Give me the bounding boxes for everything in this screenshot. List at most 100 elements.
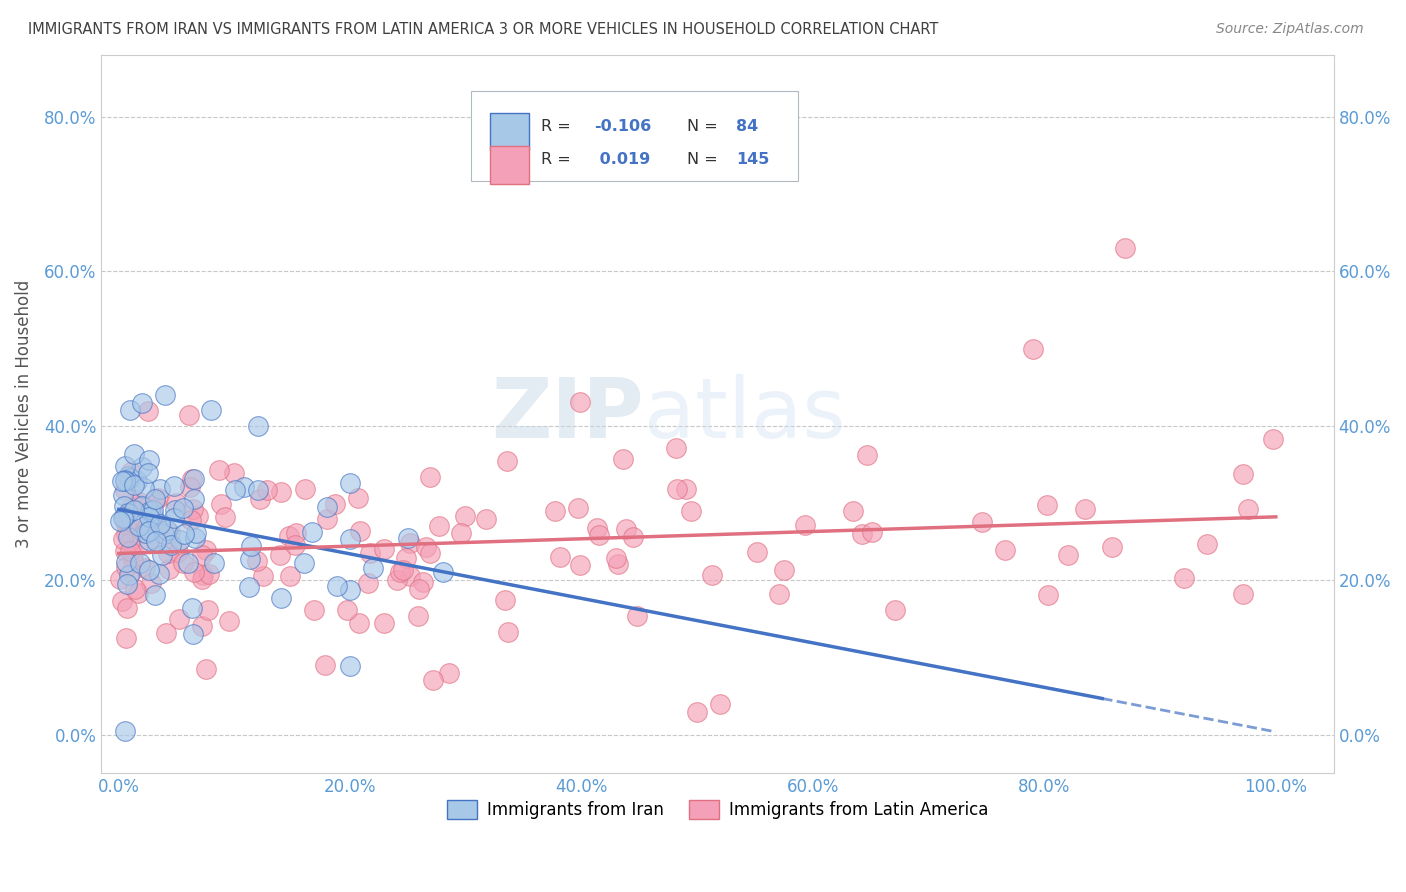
Point: [136, 404, 159, 418]
Point: [122, 503, 145, 517]
Point: [1057, 548, 1080, 562]
Point: [121, 553, 143, 567]
Point: [292, 557, 315, 571]
Point: [112, 488, 135, 502]
Point: [155, 626, 177, 640]
Point: [183, 471, 205, 485]
Point: [143, 588, 166, 602]
Point: [167, 545, 190, 559]
Point: [197, 603, 219, 617]
Point: [135, 525, 157, 540]
Point: [605, 551, 627, 566]
Point: [181, 472, 204, 486]
Point: [122, 477, 145, 491]
Point: [856, 448, 879, 462]
Point: [314, 657, 336, 672]
Point: [841, 504, 863, 518]
Point: [359, 546, 381, 560]
Point: [224, 466, 246, 480]
Point: [450, 525, 472, 540]
Point: [149, 516, 172, 531]
Point: [323, 497, 346, 511]
Point: [399, 535, 422, 549]
Point: [122, 545, 145, 559]
Point: [150, 548, 173, 562]
Point: [686, 705, 709, 719]
Point: [422, 673, 444, 687]
Point: [183, 492, 205, 507]
Point: [773, 563, 796, 577]
Point: [125, 474, 148, 488]
Point: [191, 573, 214, 587]
Y-axis label: 3 or more Vehicles in Household: 3 or more Vehicles in Household: [15, 280, 32, 549]
Point: [162, 479, 184, 493]
Point: [112, 510, 135, 524]
Point: [111, 474, 134, 488]
Point: [270, 591, 292, 606]
Point: [108, 514, 131, 528]
Point: [412, 575, 434, 590]
Point: [141, 510, 163, 524]
Text: Source: ZipAtlas.com: Source: ZipAtlas.com: [1216, 22, 1364, 37]
Point: [114, 526, 136, 541]
Point: [475, 512, 498, 526]
Point: [120, 565, 142, 579]
Point: [143, 494, 166, 508]
Point: [585, 521, 607, 535]
Point: [284, 525, 307, 540]
Point: [1022, 342, 1045, 356]
FancyBboxPatch shape: [489, 146, 529, 184]
Point: [339, 476, 361, 491]
Point: [179, 409, 201, 423]
Point: [238, 580, 260, 594]
Point: [496, 624, 519, 639]
Point: [396, 531, 419, 545]
Point: [544, 504, 567, 518]
Point: [356, 575, 378, 590]
Point: [239, 551, 262, 566]
Point: [994, 542, 1017, 557]
Text: atlas: atlas: [644, 374, 845, 455]
Point: [249, 491, 271, 506]
Point: [884, 603, 907, 617]
Text: IMMIGRANTS FROM IRAN VS IMMIGRANTS FROM LATIN AMERICA 3 OR MORE VEHICLES IN HOUS: IMMIGRANTS FROM IRAN VS IMMIGRANTS FROM …: [28, 22, 938, 37]
Point: [675, 482, 697, 496]
Point: [745, 545, 768, 559]
Point: [1173, 571, 1195, 585]
Point: [127, 538, 149, 552]
Point: [202, 556, 225, 570]
Point: [191, 567, 214, 582]
Point: [157, 562, 180, 576]
Point: [165, 495, 187, 509]
Point: [256, 483, 278, 497]
Text: N =: N =: [686, 119, 717, 134]
Point: [218, 614, 240, 628]
Point: [198, 567, 221, 582]
Point: [851, 526, 873, 541]
Legend: Immigrants from Iran, Immigrants from Latin America: Immigrants from Iran, Immigrants from La…: [440, 794, 995, 826]
Point: [302, 603, 325, 617]
Point: [194, 662, 217, 676]
Point: [363, 561, 385, 575]
Point: [118, 568, 141, 582]
Point: [134, 525, 156, 540]
Point: [1114, 241, 1136, 255]
Point: [114, 509, 136, 524]
Point: [437, 666, 460, 681]
Point: [138, 453, 160, 467]
Point: [252, 569, 274, 583]
Point: [115, 576, 138, 591]
Point: [408, 582, 430, 596]
Point: [326, 579, 349, 593]
Point: [432, 565, 454, 579]
Point: [569, 558, 592, 573]
Point: [148, 566, 170, 581]
Point: [246, 554, 269, 568]
Point: [172, 556, 194, 570]
Point: [115, 600, 138, 615]
Point: [145, 532, 167, 546]
Point: [112, 533, 135, 547]
Point: [132, 481, 155, 495]
Point: [419, 470, 441, 484]
Point: [110, 572, 132, 586]
